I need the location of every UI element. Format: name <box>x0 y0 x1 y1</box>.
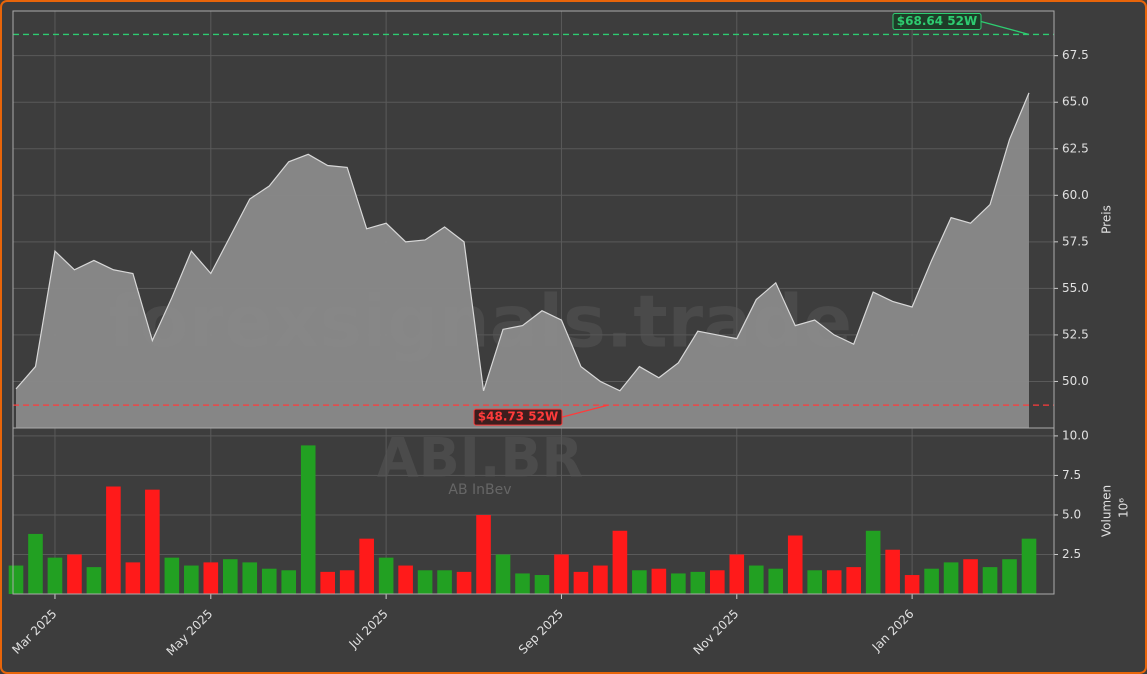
high-label: $68.64 52W <box>897 14 977 28</box>
volume-bar <box>28 533 43 594</box>
volume-bar <box>47 557 63 594</box>
volume-bar <box>164 557 180 594</box>
volume-bar <box>710 570 725 594</box>
y-tick-label: 50.0 <box>1062 374 1089 388</box>
volume-bar <box>86 567 102 594</box>
volume-bar <box>768 568 784 594</box>
volume-bar <box>1021 538 1037 594</box>
volume-bar <box>885 549 900 594</box>
volume-bar <box>145 489 160 594</box>
price-area <box>16 92 1029 429</box>
volume-bar <box>807 570 823 594</box>
volume-bar <box>534 575 550 594</box>
volume-bar <box>593 565 608 594</box>
volume-bar <box>203 562 219 594</box>
y-tick-label: 55.0 <box>1062 281 1089 295</box>
volume-bar <box>729 554 745 594</box>
volume-bar <box>554 554 569 594</box>
y-tick-label: 65.0 <box>1062 95 1089 109</box>
y-tick-label: 52.5 <box>1062 327 1089 341</box>
volume-bar <box>632 570 647 594</box>
volume-bar <box>1002 559 1017 594</box>
volume-bar <box>184 565 199 594</box>
volume-bar <box>748 565 764 594</box>
y-axis-label: Preis <box>1100 205 1114 234</box>
volume-bar <box>339 570 355 594</box>
volume-bar <box>437 570 452 594</box>
volume-bar <box>671 573 686 594</box>
volume-bar <box>242 562 258 594</box>
volume-bar <box>300 445 316 594</box>
volume-bar <box>261 568 277 594</box>
volume-bar <box>943 562 959 594</box>
volume-bar <box>8 565 24 594</box>
y-tick-label: 57.5 <box>1062 234 1089 248</box>
volume-bar <box>359 538 374 594</box>
volume-bar <box>924 568 939 594</box>
low-label: $48.73 52W <box>478 410 558 424</box>
volume-bar <box>222 559 238 594</box>
volume-bar <box>787 535 803 594</box>
volume-bar <box>963 559 978 594</box>
volume-bar <box>515 573 530 594</box>
volume-bar <box>125 562 141 594</box>
volume-bar <box>417 570 433 594</box>
y-tick-label: 5.0 <box>1062 507 1081 521</box>
y-tick-label: 2.5 <box>1062 547 1081 561</box>
volume-bar <box>865 530 881 594</box>
volume-bar <box>690 571 706 594</box>
volume-bar <box>398 565 413 594</box>
volume-bar <box>826 570 842 594</box>
y-tick-label: 67.5 <box>1062 48 1089 62</box>
volume-bar <box>281 570 297 594</box>
y-axis-exponent: 10⁶ <box>1117 498 1131 518</box>
y-tick-label: 62.5 <box>1062 141 1089 155</box>
y-tick-label: 60.0 <box>1062 188 1089 202</box>
volume-bar <box>651 568 667 594</box>
low-arrow <box>561 404 609 418</box>
y-axis-label: Volumen <box>1100 485 1114 537</box>
volume-bar <box>573 571 589 594</box>
y-tick-label: 10.0 <box>1062 428 1089 442</box>
volume-bar <box>904 575 920 594</box>
volume-bar <box>982 567 998 594</box>
volume-bar <box>106 486 121 594</box>
y-tick-label: 7.5 <box>1062 468 1081 482</box>
volume-bar <box>456 571 472 594</box>
volume-panel <box>12 427 1055 595</box>
volume-bar <box>67 554 82 594</box>
volume-bar <box>846 567 861 594</box>
high-arrow <box>980 20 1030 36</box>
volume-bar <box>612 530 628 594</box>
volume-bar <box>495 554 511 594</box>
volume-bar <box>320 571 335 594</box>
watermark-title: ABI.BR <box>377 427 583 490</box>
volume-bar <box>476 514 491 594</box>
volume-bar <box>378 557 394 594</box>
price-line <box>15 92 1030 392</box>
watermark-subtitle: AB InBev <box>448 482 511 498</box>
